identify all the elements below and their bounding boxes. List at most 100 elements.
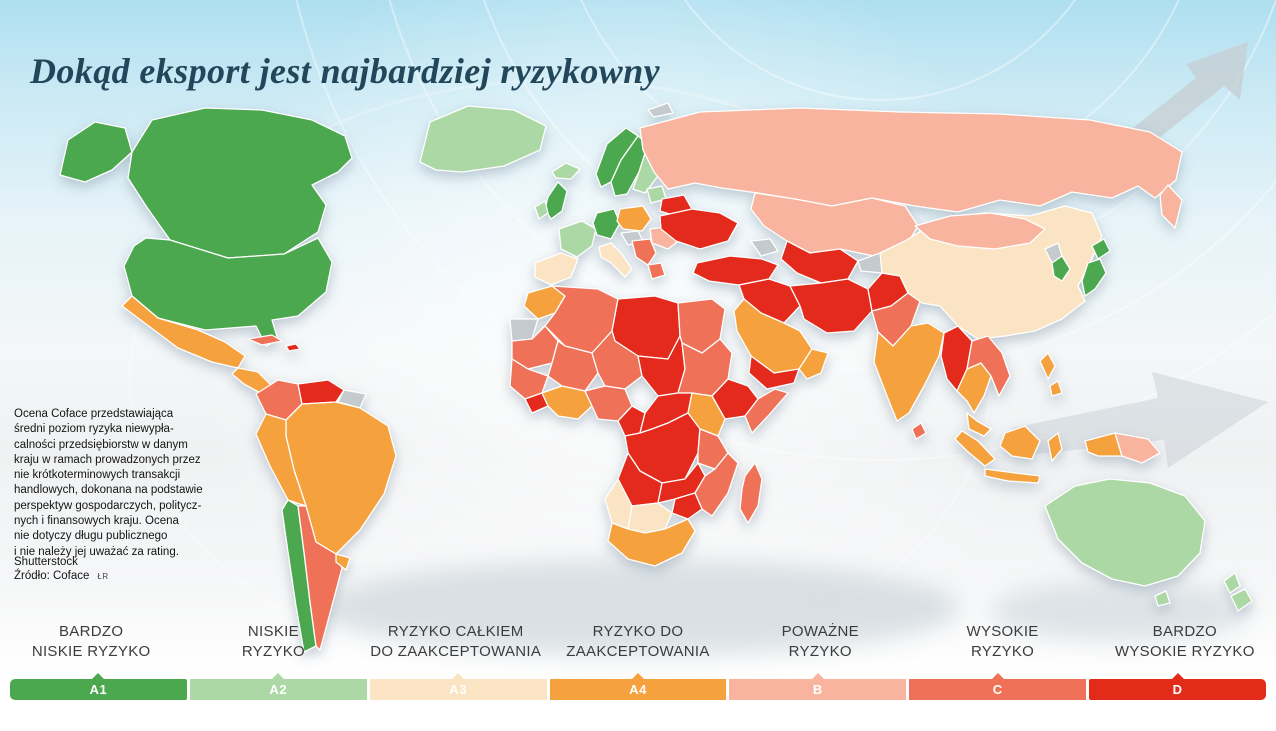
country-russia-kamchatka [1159, 184, 1183, 229]
segment-code: A2 [269, 682, 288, 697]
country-oman [798, 348, 829, 380]
country-cuba [247, 334, 283, 346]
country-ireland [534, 200, 549, 220]
country-new-zealand-south [1230, 588, 1253, 612]
segment-code: A1 [89, 682, 108, 697]
risk-segment-b: B [729, 673, 907, 700]
island-java [984, 468, 1041, 484]
legend-label-line: RYZYKO [788, 643, 852, 661]
country-greece [647, 262, 666, 280]
map-shadow-right [990, 582, 1250, 642]
region-caucasus [750, 238, 779, 257]
country-usa [123, 237, 333, 347]
country-italy [598, 242, 633, 278]
country-germany [592, 208, 621, 240]
segment-pointer-icon [1170, 673, 1185, 680]
country-somalia [744, 388, 789, 434]
country-philippines-south [1049, 380, 1063, 397]
region-svalbard [647, 102, 674, 118]
risk-segment-d: D [1089, 673, 1267, 700]
country-new-zealand-north [1223, 572, 1241, 594]
risk-scale-bar: A1 A2 A3 A4 B C D [10, 673, 1267, 700]
segment-pointer-icon [990, 673, 1005, 680]
segment-pointer-icon [91, 673, 106, 680]
country-philippines-north [1039, 352, 1056, 380]
country-yemen [748, 355, 800, 390]
legend-label-line: BARDZO [1152, 623, 1217, 640]
island-tasmania [1154, 590, 1171, 607]
map-shadow [320, 560, 960, 656]
country-iran [789, 278, 873, 334]
country-zimbabwe [671, 492, 703, 520]
segment-pointer-icon [451, 673, 466, 680]
island-sulawesi [1047, 432, 1063, 462]
country-iceland [551, 162, 581, 180]
segment-pointer-icon [631, 673, 645, 680]
country-poland [616, 205, 652, 232]
legend-label-a1: BARDZO NISKIE RYZYKO [0, 622, 182, 663]
country-south-africa [607, 518, 696, 567]
country-south-korea [1051, 255, 1071, 282]
country-hispaniola [285, 343, 301, 352]
legend-label-d: BARDZO WYSOKIE RYZYKO [1094, 622, 1276, 663]
country-australia [1044, 478, 1206, 587]
legend-label-line: WYSOKIE RYZYKO [1114, 643, 1255, 661]
country-france [558, 220, 597, 258]
segment-code: B [812, 682, 823, 697]
country-india [873, 322, 945, 422]
segment-code: A4 [629, 682, 647, 697]
legend-label-line: BARDZO [58, 623, 124, 640]
country-madagascar [739, 462, 763, 524]
segment-code: D [1172, 682, 1183, 697]
country-japan-north [1091, 238, 1111, 260]
island-borneo [999, 425, 1041, 460]
risk-segment-c: C [909, 673, 1087, 700]
arrow-up-right-icon [1128, 42, 1248, 142]
country-canada [127, 107, 353, 259]
country-japan-south [1081, 258, 1107, 297]
island-sumatra [954, 430, 996, 467]
risk-segment-a4: A4 [549, 673, 727, 700]
country-ukraine [659, 208, 739, 250]
arrow-right-icon [1012, 372, 1268, 468]
country-sri-lanka [911, 422, 927, 440]
page-title: Dokąd eksport jest najbardziej ryzykowny [30, 51, 661, 92]
legend-label-line: DO ZAAKCEPTOWANIA [370, 643, 542, 661]
legend-label-line: RYZYKO DO [592, 623, 684, 640]
country-mongolia [914, 212, 1046, 250]
country-greenland [419, 105, 547, 173]
legend-label-line: RYZYKO CAŁKIEM [387, 623, 524, 640]
region-indochina [966, 335, 1011, 397]
region-iberia [534, 252, 579, 286]
legend-label-line: ZAAKCEPTOWANIA [566, 643, 710, 661]
source-credit: Źródło: Coface ŁR [14, 570, 109, 582]
country-russia [639, 107, 1183, 213]
country-venezuela [297, 379, 345, 405]
region-balkans [631, 238, 657, 266]
author-initials: ŁR [97, 572, 109, 581]
country-argentina [297, 505, 343, 651]
legend-label-a4: RYZYKO DO ZAAKCEPTOWANIA [547, 622, 729, 663]
legend-label-line: NISKIE [247, 623, 299, 640]
legend-label-a2: NISKIE RYZYKO [182, 622, 364, 663]
methodology-note: Ocena Coface przedstawiająca średni pozi… [14, 408, 203, 558]
segment-pointer-icon [271, 673, 286, 680]
island-west-new-guinea [1084, 432, 1123, 457]
segment-code: C [992, 682, 1003, 697]
segment-code: A3 [449, 682, 468, 697]
legend-label-line: RYZYKO [970, 643, 1035, 661]
legend-label-line: NISKIE RYZYKO [31, 643, 151, 661]
country-alaska [59, 121, 133, 183]
legend-label-line: RYZYKO [241, 643, 306, 661]
segment-pointer-icon [810, 673, 825, 680]
legend-labels: BARDZO NISKIE RYZYKO NISKIE RYZYKO RYZYK… [0, 622, 1276, 663]
legend-label-c: WYSOKIE RYZYKO [911, 622, 1093, 663]
legend-label-b: POWAŻNE RYZYKO [729, 622, 911, 663]
risk-segment-a1: A1 [10, 673, 187, 700]
country-malaysia [966, 412, 992, 437]
legend-label-line: POWAŻNE [781, 623, 859, 640]
legend-label-a3: RYZYKO CAŁKIEM DO ZAAKCEPTOWANIA [365, 622, 547, 663]
legend-label-line: WYSOKIE [966, 623, 1039, 640]
